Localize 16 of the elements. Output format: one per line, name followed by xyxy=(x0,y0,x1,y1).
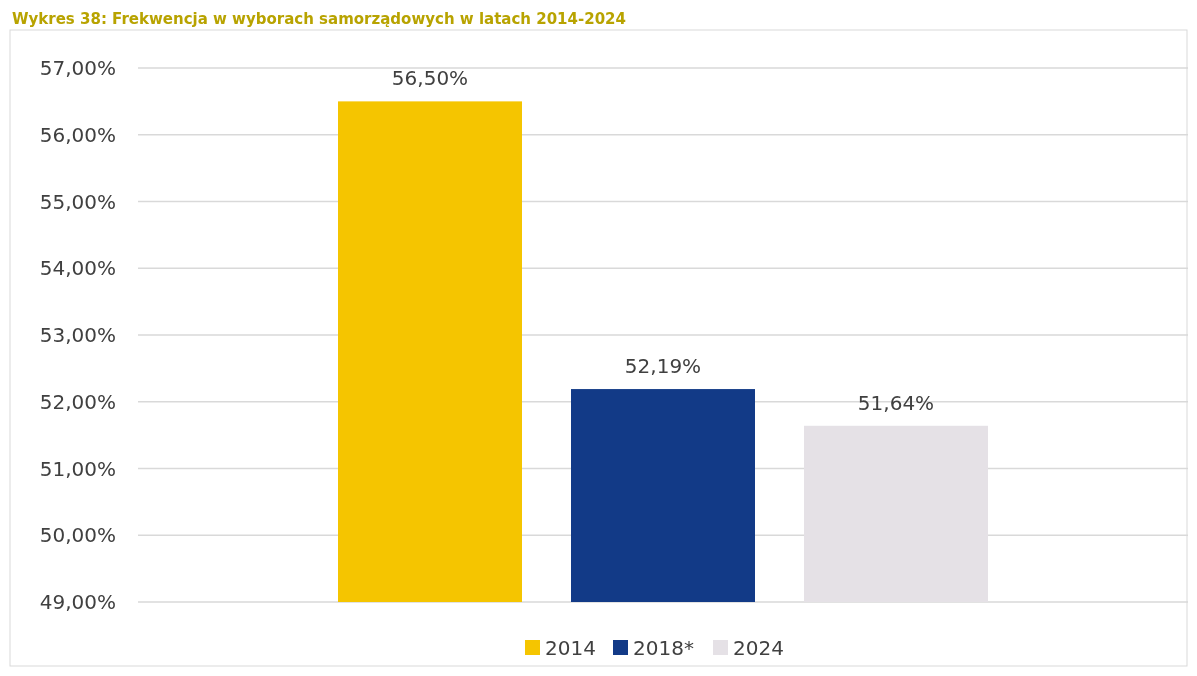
data-label: 56,50% xyxy=(391,66,469,91)
y-tick-label: 50,00% xyxy=(39,523,116,548)
y-tick-label: 57,00% xyxy=(39,56,116,80)
y-tick-label: 52,00% xyxy=(39,389,116,414)
data-label: 51,64% xyxy=(857,390,935,415)
y-tick-label: 55,00% xyxy=(39,189,116,214)
legend-label: 2014 xyxy=(545,636,596,660)
chart-title: Wykres 38: Frekwencja w wyborach samorządowych w latach 2014-2024 xyxy=(12,10,626,28)
legend-label: 2018* xyxy=(633,636,694,660)
data-label: 52,19% xyxy=(624,354,702,379)
y-tick-label: 56,00% xyxy=(39,122,116,147)
y-tick-label: 49,00% xyxy=(39,590,116,614)
y-tick-label: 53,00% xyxy=(39,323,116,347)
y-tick-label: 51,00% xyxy=(39,456,116,481)
legend-label: 2024 xyxy=(733,636,784,660)
y-tick-label: 54,00% xyxy=(39,256,116,281)
